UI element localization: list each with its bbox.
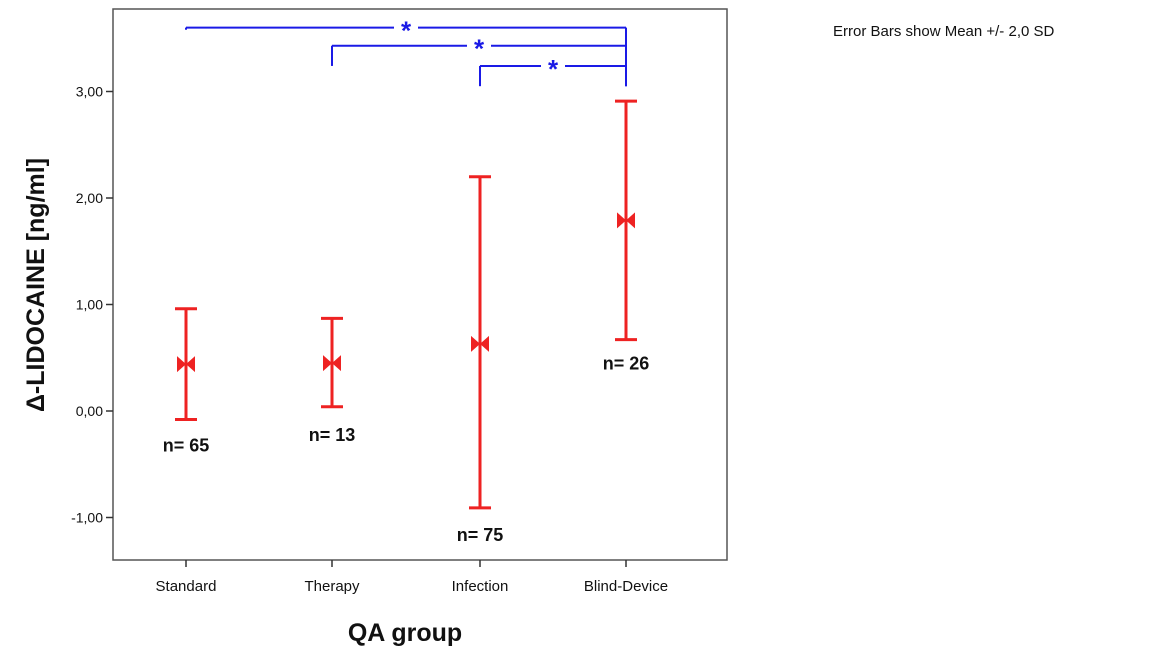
mean-marker-right bbox=[186, 356, 195, 373]
error-bar-note: Error Bars show Mean +/- 2,0 SD bbox=[833, 23, 1055, 40]
sample-size-label: n= 65 bbox=[163, 435, 210, 455]
sample-size-label: n= 13 bbox=[309, 425, 356, 445]
mean-marker-left bbox=[323, 355, 332, 372]
mean-marker-left bbox=[177, 356, 186, 373]
significance-star: * bbox=[548, 54, 559, 84]
mean-marker-left bbox=[617, 212, 626, 229]
y-tick-label: 1,00 bbox=[76, 297, 103, 313]
y-axis-title: Δ-LIDOCAINE [ng/ml] bbox=[22, 158, 50, 412]
plot-frame bbox=[112, 8, 728, 561]
y-tick-label: 0,00 bbox=[76, 403, 103, 419]
y-tick-label: 2,00 bbox=[76, 190, 103, 206]
x-tick-label: Therapy bbox=[304, 578, 360, 595]
mean-marker-right bbox=[480, 335, 489, 352]
significance-star: * bbox=[474, 34, 485, 64]
mean-marker-right bbox=[332, 355, 341, 372]
sample-size-label: n= 26 bbox=[603, 353, 650, 373]
mean-marker-right bbox=[626, 212, 635, 229]
significance-star: * bbox=[401, 16, 412, 46]
y-tick-label: 3,00 bbox=[76, 84, 103, 100]
sample-size-label: n= 75 bbox=[457, 525, 504, 545]
y-tick-label: -1,00 bbox=[71, 510, 103, 526]
x-tick-label: Standard bbox=[156, 578, 217, 595]
x-tick-label: Blind-Device bbox=[584, 578, 668, 595]
x-tick-label: Infection bbox=[452, 578, 509, 595]
mean-marker-left bbox=[471, 335, 480, 352]
x-axis-title: QA group bbox=[348, 619, 462, 647]
